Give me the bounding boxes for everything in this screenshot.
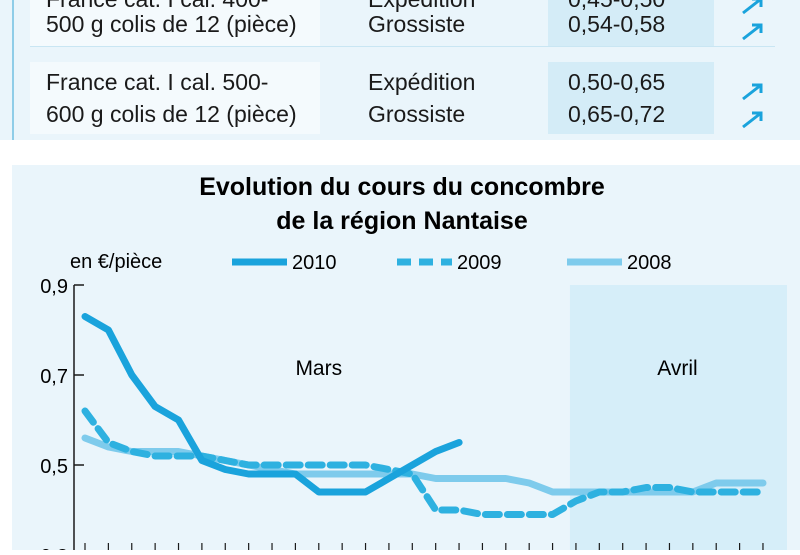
trend-up-icon <box>742 83 763 101</box>
legend-label-2008: 2008 <box>627 252 672 274</box>
month-label: Avril <box>657 357 697 380</box>
table-left-border <box>12 0 14 140</box>
row2-price-line1: 0,50-0,65 <box>568 69 666 95</box>
y-unit-label: en €/pièce <box>70 251 162 273</box>
trend-up-icon <box>742 0 763 15</box>
table-row-2-product-cell <box>30 62 320 134</box>
chart-svg: Evolution du cours du concombre de la ré… <box>40 173 787 555</box>
row1-stage-line2: Grossiste <box>368 11 466 37</box>
chart-title-line1: Evolution du cours du concombre <box>199 173 605 201</box>
y-tick-label: 0,5 <box>40 456 68 478</box>
row2-product-line2: 600 g colis de 12 (pièce) <box>46 101 297 127</box>
row1-price-line1: 0,45-0,50 <box>568 0 665 15</box>
row1-stage-line1: Expédition <box>368 0 475 15</box>
row2-price-line2: 0,65-0,72 <box>568 101 666 127</box>
row1-price-line2: 0,54-0,58 <box>568 11 666 37</box>
row2-stage-line2: Grossiste <box>368 101 466 127</box>
legend-label-2010: 2010 <box>292 252 337 274</box>
chart-title-line2: de la région Nantaise <box>276 207 528 235</box>
y-tick-label: 0,9 <box>40 276 68 298</box>
table-row-separator <box>30 46 775 47</box>
row1-price-cell <box>548 0 714 46</box>
y-tick-label: 0,7 <box>40 366 68 388</box>
price-table: France cat. I cal. 400- 500 g colis de 1… <box>0 0 800 140</box>
cucumber-price-chart: Evolution du cours du concombre de la ré… <box>12 165 800 555</box>
month-label: Mars <box>295 357 342 380</box>
april-shaded-region <box>569 285 787 555</box>
y-tick-label: 0,3 <box>40 546 68 550</box>
row2-product-line1: France cat. I cal. 500- <box>46 69 269 95</box>
row1-product-line2: 500 g colis de 12 (pièce) <box>46 11 297 37</box>
series-line-2010 <box>81 313 463 496</box>
row2-price-cell <box>548 62 714 134</box>
table-row-1-product-cell <box>30 0 320 46</box>
trend-up-icon <box>742 23 763 41</box>
legend-label-2009: 2009 <box>457 252 502 274</box>
row2-stage-line1: Expédition <box>368 69 476 95</box>
trend-up-icon <box>742 111 763 129</box>
row1-product-line1: France cat. I cal. 400- <box>46 0 268 15</box>
